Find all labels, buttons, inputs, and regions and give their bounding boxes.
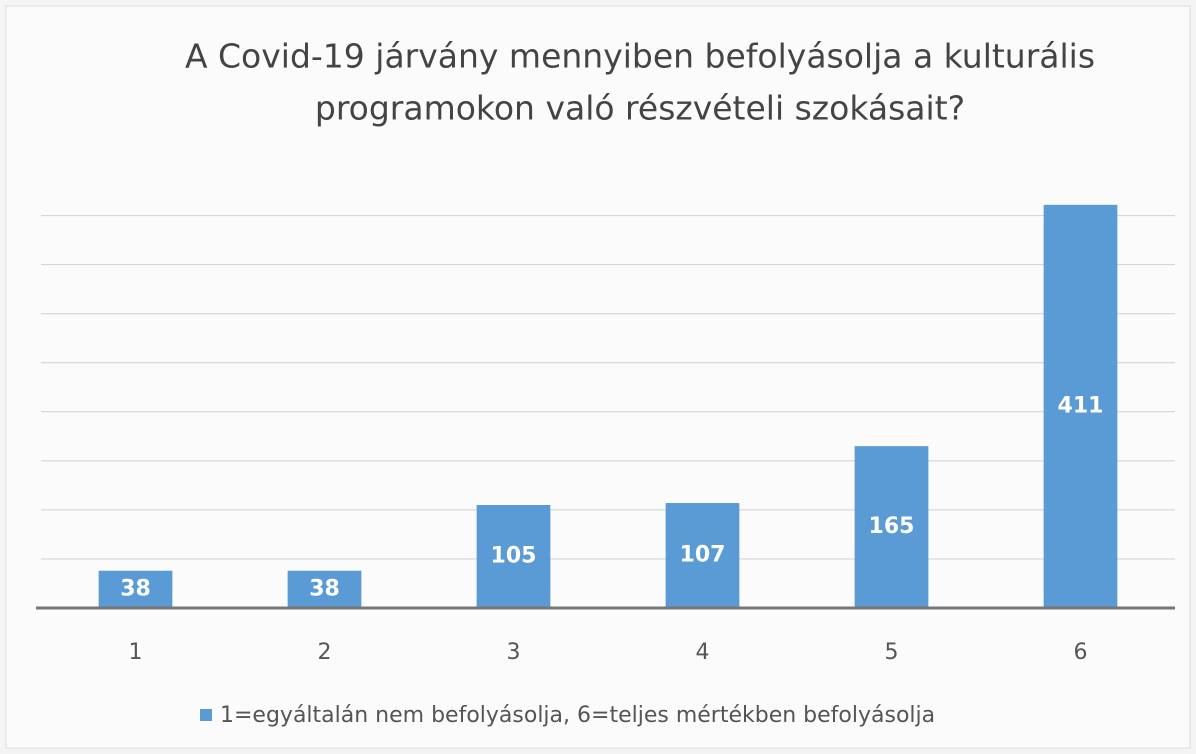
- chart-title: A Covid-19 járvány mennyiben befolyásolj…: [185, 37, 1095, 76]
- bar: [854, 446, 929, 608]
- data-label: 411: [1058, 393, 1104, 418]
- x-tick-label: 5: [885, 640, 899, 665]
- bar: [98, 570, 173, 608]
- bar: [287, 570, 362, 608]
- data-label: 107: [680, 543, 726, 568]
- legend-label: 1=egyáltalán nem befolyásolja, 6=teljes …: [220, 703, 935, 728]
- data-label: 38: [120, 576, 151, 601]
- legend-swatch: [200, 709, 212, 721]
- x-tick-label: 4: [696, 640, 710, 665]
- bar: [1043, 204, 1118, 609]
- chart-area: [5, 5, 1191, 749]
- x-tick-label: 1: [129, 640, 143, 665]
- data-label: 165: [869, 514, 915, 539]
- x-tick-label: 3: [507, 640, 521, 665]
- x-tick-label: 6: [1074, 640, 1088, 665]
- x-tick-label: 2: [318, 640, 332, 665]
- bar: [665, 503, 740, 608]
- data-label: 105: [491, 544, 537, 569]
- bar: [476, 505, 551, 608]
- data-label: 38: [309, 576, 340, 601]
- chart-title: programokon való részvételi szokásait?: [315, 89, 965, 128]
